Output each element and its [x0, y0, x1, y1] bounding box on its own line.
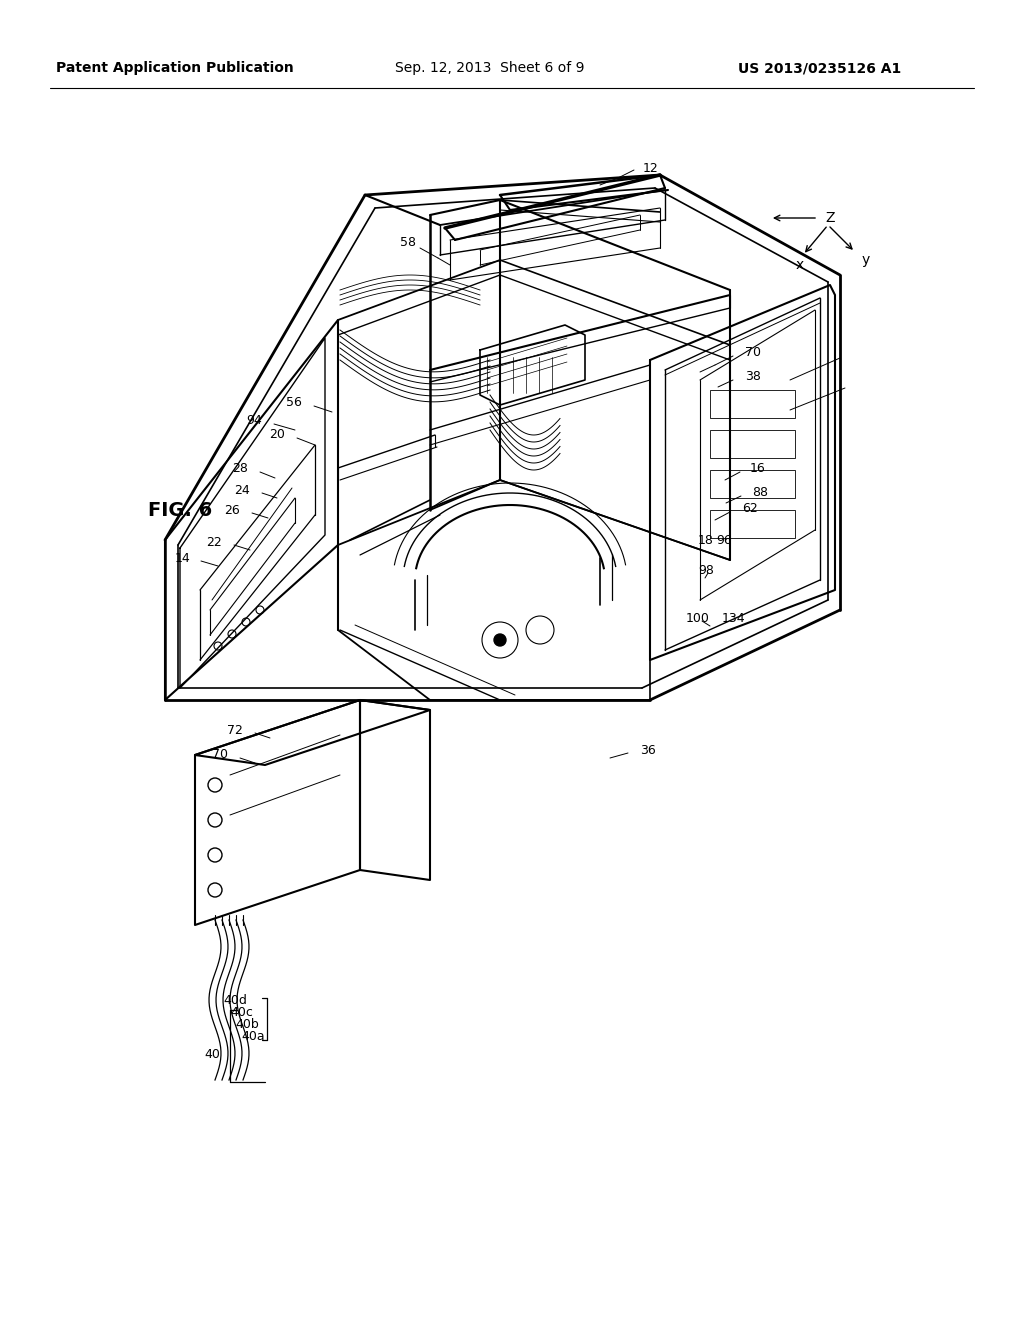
Text: 96: 96 — [716, 533, 732, 546]
Text: Patent Application Publication: Patent Application Publication — [56, 61, 294, 75]
Text: 62: 62 — [742, 502, 758, 515]
Text: 24: 24 — [234, 483, 250, 496]
Text: 40b: 40b — [236, 1018, 259, 1031]
Text: Sep. 12, 2013  Sheet 6 of 9: Sep. 12, 2013 Sheet 6 of 9 — [395, 61, 585, 75]
Text: 38: 38 — [745, 370, 761, 383]
Text: x: x — [796, 257, 804, 272]
Text: 58: 58 — [400, 236, 416, 249]
Text: 70: 70 — [745, 346, 761, 359]
Text: 100: 100 — [686, 611, 710, 624]
Text: 40c: 40c — [230, 1006, 253, 1019]
Text: 40: 40 — [204, 1048, 220, 1061]
Text: 26: 26 — [224, 503, 240, 516]
Text: 22: 22 — [206, 536, 222, 549]
Text: US 2013/0235126 A1: US 2013/0235126 A1 — [738, 61, 901, 75]
Text: 36: 36 — [640, 743, 655, 756]
Text: 134: 134 — [722, 611, 745, 624]
Text: 16: 16 — [750, 462, 766, 474]
Text: 70: 70 — [212, 748, 228, 762]
Circle shape — [494, 634, 506, 645]
Text: 20: 20 — [269, 429, 285, 441]
Text: 94: 94 — [246, 413, 262, 426]
Text: 12: 12 — [643, 161, 658, 174]
Text: 18: 18 — [698, 533, 714, 546]
Text: 88: 88 — [752, 486, 768, 499]
Text: 14: 14 — [174, 552, 190, 565]
Text: FIG. 6: FIG. 6 — [148, 500, 212, 520]
Text: 40a: 40a — [242, 1030, 265, 1043]
Text: 56: 56 — [286, 396, 302, 408]
Text: 28: 28 — [232, 462, 248, 474]
Text: Z: Z — [825, 211, 835, 224]
Text: 72: 72 — [227, 723, 243, 737]
Text: 40d: 40d — [223, 994, 247, 1006]
Text: y: y — [862, 253, 870, 267]
Text: 98: 98 — [698, 564, 714, 577]
